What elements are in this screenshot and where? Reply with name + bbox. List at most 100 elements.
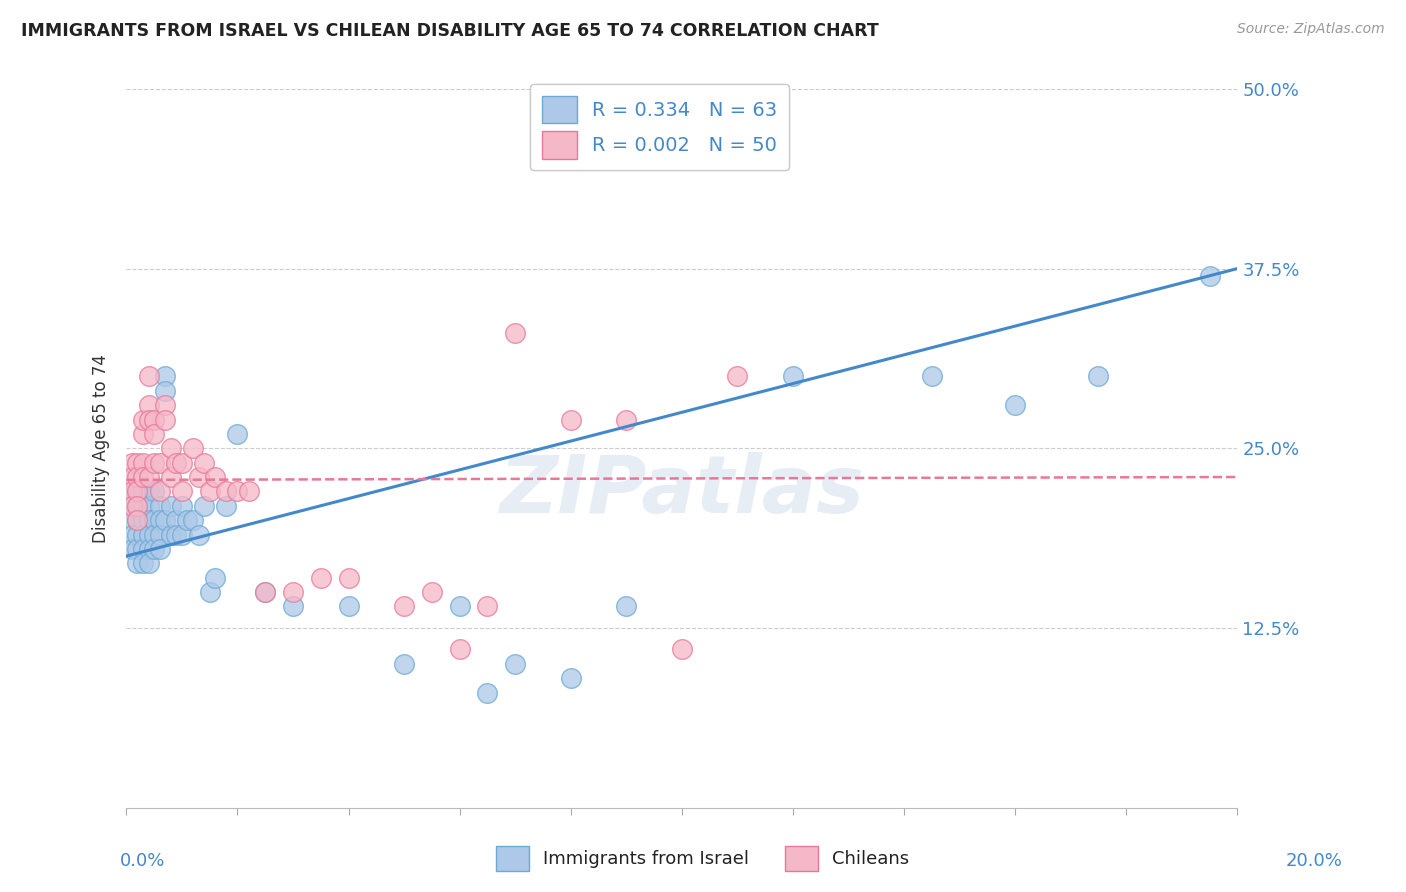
Point <box>153 369 176 384</box>
Point <box>159 527 181 541</box>
Point <box>921 369 943 384</box>
Point <box>143 456 166 470</box>
Point <box>477 685 499 699</box>
Point <box>138 527 160 541</box>
Point <box>226 426 249 441</box>
Point <box>143 513 166 527</box>
Point <box>392 657 415 671</box>
Point <box>127 499 149 513</box>
Point <box>449 642 471 657</box>
Point <box>226 484 249 499</box>
Point <box>420 585 443 599</box>
Point <box>204 470 226 484</box>
Point <box>138 470 160 484</box>
Point <box>132 426 155 441</box>
Point <box>254 585 277 599</box>
Point <box>132 412 155 426</box>
Point <box>121 484 143 499</box>
Point <box>614 599 637 614</box>
Point <box>477 599 499 614</box>
Point <box>132 541 155 556</box>
Point <box>149 484 172 499</box>
Point <box>143 541 166 556</box>
Legend: R = 0.334   N = 63, R = 0.002   N = 50: R = 0.334 N = 63, R = 0.002 N = 50 <box>530 84 789 170</box>
Point <box>281 585 304 599</box>
Point <box>204 571 226 585</box>
Point <box>138 412 160 426</box>
Point <box>132 556 155 570</box>
Point <box>193 456 215 470</box>
Point <box>149 513 172 527</box>
Point <box>560 412 582 426</box>
Point <box>187 470 209 484</box>
Text: ZIPatlas: ZIPatlas <box>499 452 865 531</box>
Point <box>170 499 193 513</box>
Point <box>138 369 160 384</box>
Point <box>337 599 360 614</box>
Point <box>159 442 181 456</box>
Point <box>159 470 181 484</box>
Point <box>149 527 172 541</box>
Point <box>121 513 143 527</box>
Point <box>143 412 166 426</box>
Point <box>127 527 149 541</box>
Point <box>215 484 238 499</box>
Point <box>132 456 155 470</box>
Point <box>143 527 166 541</box>
Point <box>121 499 143 513</box>
Point <box>170 484 193 499</box>
Point <box>198 585 221 599</box>
Point <box>159 499 181 513</box>
Point <box>127 513 149 527</box>
Point <box>187 527 209 541</box>
Point <box>138 556 160 570</box>
Point <box>725 369 748 384</box>
Point <box>132 499 155 513</box>
Point <box>127 470 149 484</box>
Point <box>127 484 149 499</box>
Point <box>238 484 260 499</box>
Point <box>671 642 693 657</box>
Point <box>170 456 193 470</box>
Point <box>132 470 155 484</box>
Point <box>165 527 187 541</box>
Text: 0.0%: 0.0% <box>120 852 165 870</box>
Point <box>149 456 172 470</box>
Point <box>198 484 221 499</box>
Point <box>127 556 149 570</box>
Point <box>309 571 332 585</box>
Point <box>121 456 143 470</box>
Point <box>337 571 360 585</box>
Point <box>165 513 187 527</box>
Point <box>1198 268 1220 283</box>
Point <box>165 456 187 470</box>
Point <box>170 527 193 541</box>
Point <box>138 398 160 412</box>
Point <box>143 426 166 441</box>
Point <box>1004 398 1026 412</box>
Point <box>149 541 172 556</box>
Point <box>153 384 176 398</box>
Point <box>138 513 160 527</box>
Point <box>181 513 204 527</box>
Point <box>176 513 198 527</box>
Point <box>121 484 143 499</box>
Point <box>1087 369 1109 384</box>
Point <box>782 369 804 384</box>
Point <box>132 513 155 527</box>
Point <box>181 442 204 456</box>
Point <box>138 541 160 556</box>
Text: IMMIGRANTS FROM ISRAEL VS CHILEAN DISABILITY AGE 65 TO 74 CORRELATION CHART: IMMIGRANTS FROM ISRAEL VS CHILEAN DISABI… <box>21 22 879 40</box>
Point <box>153 398 176 412</box>
Point <box>281 599 304 614</box>
Point <box>560 671 582 685</box>
Point <box>503 657 526 671</box>
Point <box>149 499 172 513</box>
Point <box>143 484 166 499</box>
Point <box>127 456 149 470</box>
Point <box>153 513 176 527</box>
Point <box>449 599 471 614</box>
Point <box>121 499 143 513</box>
Point <box>127 541 149 556</box>
Point <box>127 484 149 499</box>
